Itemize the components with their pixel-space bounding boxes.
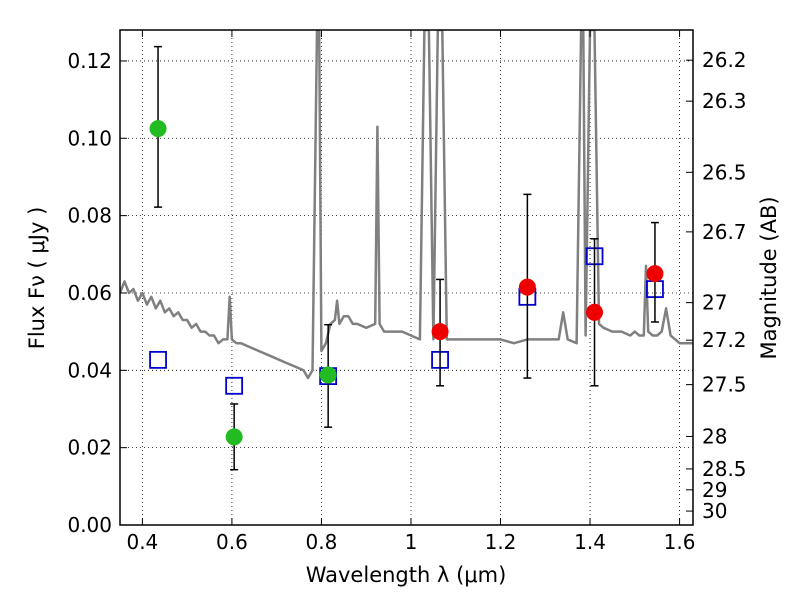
mag-tick-label-4: 27: [702, 291, 727, 315]
mag-tick-label-5: 27.2: [702, 328, 747, 352]
model-point-1: [225, 376, 244, 395]
y-tick-label-2: 0.04: [67, 358, 112, 382]
x-tick-label-4: 1.2: [485, 530, 517, 554]
mag-tick-label-9: 29: [702, 478, 727, 502]
y-tick-label-6: 0.12: [67, 49, 112, 73]
mag-tick-label-3: 26.7: [702, 220, 747, 244]
mag-tick-label-1: 26.3: [702, 89, 747, 113]
mag-tick-label-8: 28.5: [702, 457, 747, 481]
y-tick-label-5: 0.10: [67, 126, 112, 150]
x-tick-label-3: 1: [405, 530, 418, 554]
y-tick-label-4: 0.08: [67, 204, 112, 228]
obs-s3-2-point: [586, 303, 604, 321]
obs-s2-1-point: [225, 428, 243, 446]
model-point-0: [149, 350, 167, 369]
x-tick-label-0: 0.4: [126, 530, 158, 554]
plot-frame: [119, 29, 694, 526]
mag-tick-label-2: 26.5: [702, 160, 747, 184]
obs-s2-2-point: [319, 366, 337, 384]
y-tick-label-0: 0.00: [67, 513, 112, 537]
axis-ticks: 0.4 0.6 0.8 1 1.2 1.4 1.6 0.00 0.02 0.04 0.06 0.08 0…: [67, 30, 747, 554]
mag-tick-label-0: 26.2: [702, 48, 747, 72]
x-tick-label-6: 1.6: [664, 530, 696, 554]
obs-s2-0-point: [149, 120, 167, 138]
y-tick-label-1: 0.02: [67, 436, 112, 460]
x-tick-label-5: 1.4: [574, 530, 606, 554]
mag-tick-label-10: 30: [702, 499, 727, 523]
y-tick-label-3: 0.06: [67, 281, 112, 305]
obs-s3-3-point: [646, 265, 664, 283]
mag-tick-label-6: 27.5: [702, 373, 747, 397]
right-axis-label: Magnitude (AB): [757, 196, 781, 359]
mag-tick-label-7: 28: [702, 424, 727, 448]
x-tick-label-2: 0.8: [306, 530, 338, 554]
x-tick-label-1: 0.6: [216, 530, 248, 554]
model-spectrum-line: [120, 30, 693, 380]
obs-s3-1-point: [518, 278, 536, 296]
obs-s3-0-point: [431, 323, 449, 341]
x-axis-label: Wavelength λ (μm): [306, 563, 507, 587]
y-axis-label: Flux Fν ( μJy ): [25, 207, 49, 350]
data-layer: [120, 30, 693, 471]
grid-lines: [120, 30, 693, 526]
